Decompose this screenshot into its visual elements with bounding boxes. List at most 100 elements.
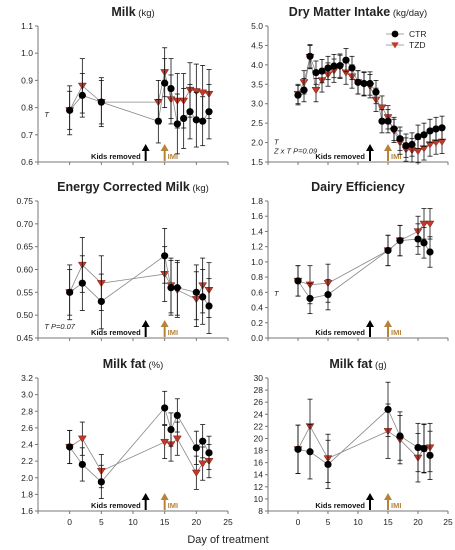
ctr-point <box>167 84 175 93</box>
y-tick-label: 2.5 <box>251 118 263 128</box>
ctr-point <box>205 302 213 310</box>
y-tick-label: 0.50 <box>16 310 33 320</box>
y-tick-label: 1.6 <box>251 211 263 221</box>
y-tick-label: 0.7 <box>21 130 33 140</box>
legend-tzd-marker <box>391 42 399 49</box>
ctr-point <box>324 291 332 299</box>
tzd-point <box>377 104 387 112</box>
kids-removed-arrowhead <box>141 144 150 151</box>
y-tick-label: 2.8 <box>21 406 33 416</box>
y-tick-label: 26 <box>254 397 264 407</box>
y-tick-label: 0.8 <box>251 272 263 282</box>
legend-label: CTR <box>409 29 426 39</box>
annotation: T <box>44 110 50 119</box>
ctr-point <box>167 284 175 292</box>
ctr-point <box>312 69 320 77</box>
kids-removed-arrowhead <box>141 320 150 327</box>
y-tick-label: 1.1 <box>21 21 33 31</box>
y-tick-label: 2.6 <box>21 423 33 433</box>
ctr-point <box>78 279 86 287</box>
ctr-point <box>66 106 74 114</box>
ctr-point <box>384 117 392 125</box>
chart-title: Dairy Efficiency <box>311 180 405 194</box>
tzd-point <box>413 148 423 156</box>
annotation: T <box>274 138 280 147</box>
ctr-point <box>97 98 105 106</box>
ctr-point <box>78 460 86 469</box>
imi-arrowhead <box>384 493 392 500</box>
tzd-point <box>198 460 208 468</box>
y-tick-label: 16 <box>254 458 264 468</box>
y-tick-label: 1.8 <box>251 196 263 206</box>
tzd-point <box>311 87 321 95</box>
ctr-point <box>300 86 308 94</box>
annotation: T P=0.07 <box>44 322 75 331</box>
y-tick-label: 1.8 <box>21 489 33 499</box>
kids-removed-label: Kids removed <box>91 501 141 510</box>
imi-arrowhead <box>160 144 169 151</box>
x-tick-label: 5 <box>99 517 104 527</box>
ctr-point <box>420 445 428 453</box>
annotation: Z x T P=0.09 <box>273 146 318 155</box>
y-tick-label: 0.60 <box>16 265 33 275</box>
ctr-point <box>306 294 314 303</box>
y-tick-label: 1.4 <box>251 226 263 236</box>
x-axis-label: Day of treatment <box>187 534 268 546</box>
ctr-point <box>97 478 105 486</box>
ctr-point <box>199 117 207 125</box>
ctr-point <box>192 444 200 452</box>
chart-title: Energy Corrected Milk (kg) <box>57 180 209 194</box>
ctr-point <box>306 52 314 60</box>
y-tick-label: 1.0 <box>251 257 263 267</box>
ctr-point <box>426 248 434 256</box>
y-tick-label: 3.0 <box>21 390 33 400</box>
tzd-point <box>77 435 87 443</box>
ctr-point <box>154 117 162 125</box>
ctr-point <box>420 239 428 247</box>
ctr-point <box>378 117 386 125</box>
y-tick-label: 4.5 <box>251 40 263 50</box>
y-tick-label: 0.2 <box>251 318 263 328</box>
x-tick-label: 0 <box>296 517 301 527</box>
y-tick-label: 1.6 <box>21 506 33 516</box>
chart-panel: Milk (kg) 0.6 0.7 0.8 0.9 1.0 1.1 T Kids removed… <box>21 5 229 167</box>
y-tick-label: 0.8 <box>21 103 33 113</box>
ctr-point <box>199 437 207 445</box>
y-tick-label: 3.0 <box>251 99 263 109</box>
tzd-line <box>69 438 210 474</box>
imi-label: IMI <box>391 501 401 510</box>
kids-removed-arrowhead <box>141 493 150 500</box>
imi-label: IMI <box>168 501 178 510</box>
chart-title: Milk fat (g) <box>329 357 386 371</box>
x-tick-label: 0 <box>67 517 72 527</box>
imi-arrowhead <box>384 144 392 151</box>
ctr-point <box>336 62 344 70</box>
ctr-point <box>205 449 213 457</box>
ctr-point <box>372 88 380 96</box>
x-tick-label: 25 <box>443 517 453 527</box>
chart-panel: Dairy Efficiency 0.0 0.2 0.4 0.6 0.8 1.0 1.2 1.4… <box>251 180 449 343</box>
ctr-point <box>66 288 74 296</box>
kids-removed-arrowhead <box>366 493 374 500</box>
kids-removed-label: Kids removed <box>315 501 365 510</box>
kids-removed-label: Kids removed <box>315 152 365 161</box>
ctr-point <box>426 127 434 135</box>
ctr-point <box>396 432 404 440</box>
chart-title: Milk fat (%) <box>103 357 163 371</box>
y-tick-label: 0.9 <box>21 75 33 85</box>
ctr-point <box>294 277 302 285</box>
x-tick-label: 25 <box>223 517 233 527</box>
y-tick-label: 0.0 <box>251 333 263 343</box>
ctr-point <box>186 108 194 116</box>
ctr-point <box>384 246 392 255</box>
y-tick-label: 2.0 <box>21 473 33 483</box>
x-tick-label: 15 <box>383 517 393 527</box>
ctr-point <box>342 56 350 64</box>
ctr-point <box>205 108 213 116</box>
chart-title: Milk (kg) <box>111 5 154 19</box>
ctr-point <box>173 284 181 292</box>
chart-title: Dry Matter Intake (kg/day) <box>289 5 427 19</box>
tzd-point <box>425 220 435 228</box>
tzd-line <box>69 264 210 300</box>
y-tick-label: 10 <box>254 494 264 504</box>
